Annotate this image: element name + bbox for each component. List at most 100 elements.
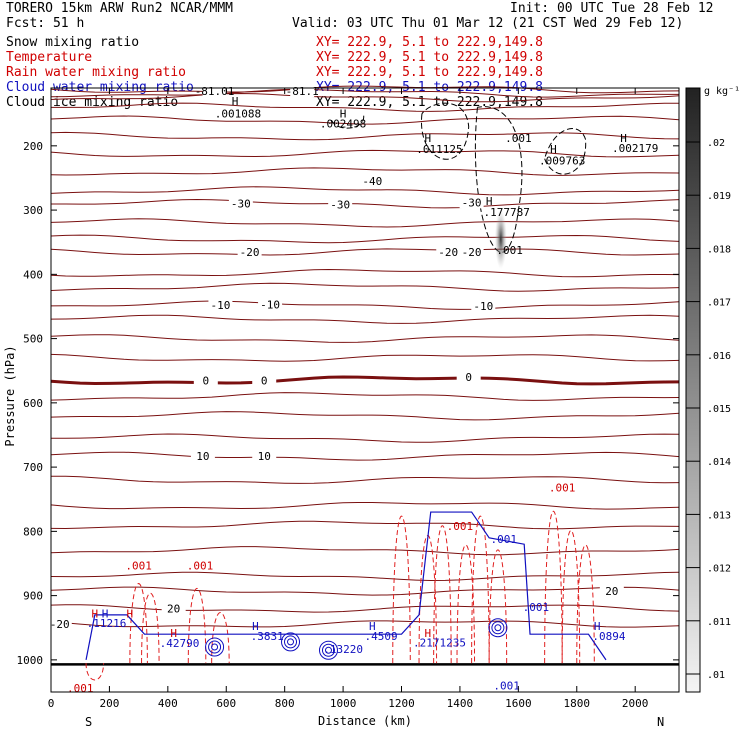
isotherm-line (50, 571, 680, 582)
field-rain-xy: XY= 222.9, 5.1 to 222.9,149.8 (316, 65, 543, 80)
maximum-value-label: .177787 (483, 206, 529, 219)
colorbar-tick-label: .019 (707, 191, 731, 202)
isotherm-label: -20 (50, 618, 70, 631)
isotherm-line (50, 520, 680, 530)
maximum-value-label: .001088 (215, 108, 261, 121)
cloud-water-core (208, 640, 222, 654)
cloud-ice-contour (474, 106, 523, 253)
high-marker: H (92, 608, 99, 621)
plot-frame (50, 87, 680, 693)
isotherm-line (50, 88, 679, 98)
x-tick-label: 1600 (505, 697, 532, 710)
isotherm-line (50, 546, 680, 556)
high-marker: H (252, 620, 259, 633)
isotherm-label-bg (459, 245, 484, 258)
x-tick-label: 1800 (564, 697, 591, 710)
rain-water-contour (544, 511, 563, 664)
isotherm-label: -81.01 (195, 85, 235, 98)
isotherm-line (50, 115, 680, 125)
maximum-value-label: .001 (67, 682, 94, 695)
isotherm-line (50, 149, 680, 158)
x-tick-label: 1200 (388, 697, 415, 710)
y-tick-label: 200 (23, 140, 43, 153)
x-tick-label: 800 (275, 697, 295, 710)
x-tick-label: 200 (99, 697, 119, 710)
y-tick-label: 600 (23, 397, 43, 410)
high-marker: H (594, 620, 601, 633)
maximum-value-label: .42790 (160, 637, 200, 650)
snow-core-shading (494, 209, 507, 269)
south-end-label: S (85, 715, 92, 729)
maximum-value-label: .0894 (592, 630, 625, 643)
rain-water-contour (576, 544, 595, 664)
isotherm-line (50, 375, 680, 386)
cloud-water-core (287, 638, 295, 646)
maximum-value-label: .001 (125, 559, 152, 572)
x-tick-label: 1400 (447, 697, 474, 710)
isotherm-label-bg (436, 245, 461, 258)
isotherm-line (50, 268, 680, 278)
y-axis-label: Pressure (hPa) (3, 345, 17, 446)
isotherm-line (50, 300, 680, 310)
isotherm-line (50, 248, 680, 256)
isotherm-line (51, 102, 679, 112)
isotherm-label-bg (360, 175, 385, 188)
high-marker: H (102, 608, 109, 621)
cloud-water-core (205, 637, 225, 657)
isotherm-label: -10 (473, 300, 493, 313)
y-tick-label: 700 (23, 461, 43, 474)
high-marker: H (424, 132, 431, 145)
high-marker: H (340, 108, 347, 121)
field-rain-label: Rain water mixing ratio (6, 65, 187, 80)
maximum-value-label: .002498 (320, 117, 366, 130)
isotherm-line (50, 334, 680, 343)
high-marker: H (170, 627, 177, 640)
maximum-value-label: .3831 (251, 630, 284, 643)
maximum-value-label: .001 (549, 482, 576, 495)
isotherm-label-bg (161, 602, 186, 615)
colorbar-tick-label: .017 (707, 298, 731, 309)
isotherm-label: 10 (258, 450, 271, 463)
x-tick-label: 1000 (330, 697, 357, 710)
rain-water-contour (471, 515, 490, 664)
isotherm-line (50, 620, 680, 628)
isotherm-line (50, 167, 680, 176)
high-marker: H (232, 95, 239, 108)
colorbar-tick-label: .011 (707, 617, 731, 628)
isotherm-label-bg (47, 617, 72, 630)
isotherm-line (50, 234, 680, 244)
maximum-value-label: .001 (447, 520, 474, 533)
model-title: TORERO 15km ARW Run2 NCAR/MMM (6, 1, 233, 16)
isotherm-line (50, 314, 680, 324)
colorbar-tick-label: .018 (707, 244, 731, 255)
isotherm-line (50, 282, 680, 292)
cloud-ice-contour (421, 102, 470, 160)
rain-water-contour (392, 515, 411, 664)
field-temperature-label: Temperature (6, 50, 93, 65)
rain-water-contour (129, 583, 148, 664)
field-snow-label: Snow mixing ratio (6, 35, 140, 50)
isotherm-line (50, 353, 680, 362)
cloud-water-core (211, 643, 219, 651)
init-time: Init: 00 UTC Tue 28 Feb 12 (510, 1, 714, 16)
cloud-water-core (324, 646, 332, 654)
isotherm-label-bg (193, 374, 218, 387)
colorbar (685, 87, 701, 693)
cloud-water-core (494, 624, 502, 632)
colorbar-tick-label: .012 (707, 564, 731, 575)
maximum-value-label: .4509 (365, 630, 398, 643)
rain-water-contour (187, 588, 207, 664)
x-tick-label: 600 (216, 697, 236, 710)
isotherm-label-bg (252, 374, 277, 387)
isotherm-label: -30 (462, 196, 482, 209)
maximum-value-label: .001 (187, 559, 214, 572)
y-tick-label: 900 (23, 590, 43, 603)
isotherm-label: 0 (261, 374, 268, 387)
high-marker: H (550, 143, 557, 156)
high-marker: H (486, 195, 493, 208)
y-tick-label: 500 (23, 333, 43, 346)
maximum-value-label: .011125 (416, 143, 462, 156)
isotherm-label: -10 (260, 299, 280, 312)
y-tick-label: 300 (23, 204, 43, 217)
x-axis-label: Distance (km) (318, 714, 412, 728)
